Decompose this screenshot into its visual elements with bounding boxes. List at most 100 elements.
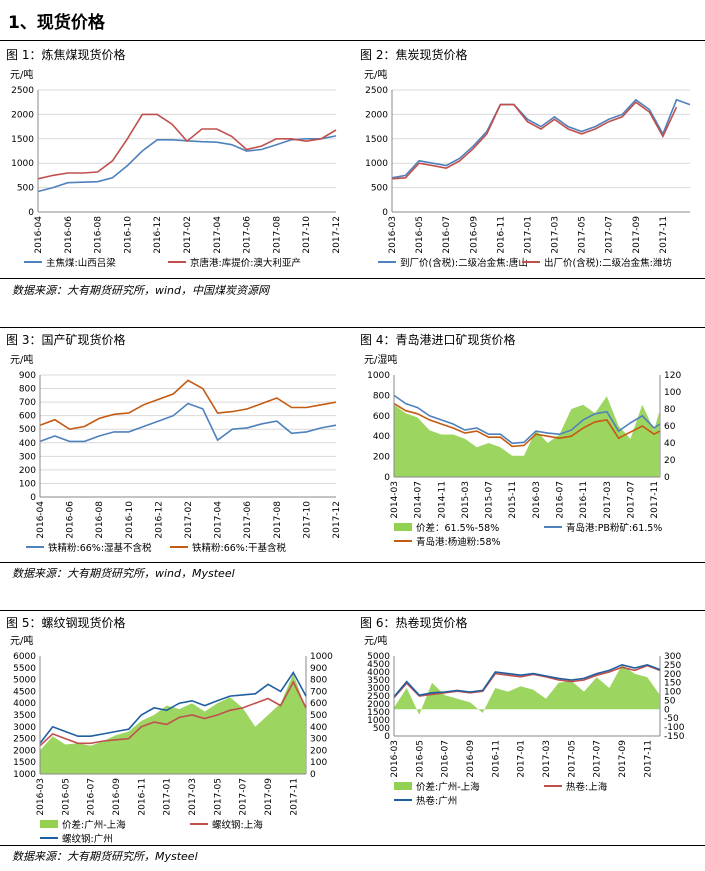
- x-tick-label: 2015-07: [485, 481, 495, 519]
- y-tick-label: 5000: [13, 676, 36, 686]
- series-line: [39, 670, 307, 744]
- x-tick-label: 2016-03: [532, 481, 542, 519]
- series-area: [394, 664, 660, 715]
- y2-tick-label: 700: [310, 687, 327, 697]
- y-tick-label: 2500: [13, 735, 36, 745]
- x-tick-label: 2016-05: [61, 778, 71, 816]
- x-tick-label: 2016-05: [415, 740, 425, 778]
- x-tick-label: 2016-11: [496, 216, 506, 254]
- chart-imported-ore: 图 4：青岛港进口矿现货价格 元/湿吨 0 200 400 600 800 1000 0 20 4…: [360, 331, 700, 559]
- y-tick-label: 1000: [365, 159, 388, 169]
- x-tick-label: 2017-12: [332, 501, 342, 539]
- y2-tick-label: -50: [664, 714, 679, 724]
- x-tick-label: 2016-07: [556, 481, 566, 519]
- y-tick-label: 200: [373, 453, 390, 463]
- x-tick-label: 2017-07: [626, 481, 636, 519]
- y-tick-label: 4000: [13, 699, 36, 709]
- x-tick-label: 2015-11: [508, 481, 518, 519]
- x-tick-label: 2017-09: [618, 740, 628, 778]
- x-tick-label: 2017-03: [603, 481, 613, 519]
- chart-coking-coal: 图 1：炼焦煤现货价格 元/吨 0 500 1000 1500 2000 2500 2016-…: [6, 46, 346, 274]
- y-tick-label: 1500: [367, 708, 390, 718]
- y2-tick-label: 200: [664, 670, 681, 680]
- series-line: [39, 680, 307, 747]
- y-axis-unit: 元/湿吨: [364, 353, 397, 366]
- y2-tick-label: 60: [664, 422, 676, 432]
- legend-label: 主焦煤:山西吕梁: [46, 257, 116, 269]
- x-tick-label: 2017-06: [243, 216, 253, 254]
- y-axis-unit: 元/吨: [10, 634, 33, 647]
- y2-tick-label: 0: [664, 473, 670, 483]
- series-line: [393, 664, 661, 699]
- series-line: [39, 402, 337, 443]
- y-tick-label: 0: [30, 493, 36, 503]
- x-tick-label: 2017-11: [643, 740, 653, 778]
- y2-tick-label: 150: [664, 679, 681, 689]
- source-rule: [0, 845, 705, 846]
- y-tick-label: 6000: [13, 652, 36, 662]
- x-tick-label: 2017-02: [184, 501, 194, 539]
- y-tick-label: 2000: [365, 110, 388, 120]
- y-tick-label: 2500: [11, 86, 34, 96]
- data-source: 数据来源：大有期货研究所，wind，中国煤炭资源网: [12, 284, 270, 297]
- y-tick-label: 3000: [13, 723, 36, 733]
- legend-label: 铁精粉:66%:干基含税: [192, 542, 287, 554]
- y-axis-unit: 元/吨: [364, 634, 387, 647]
- panel-rule: [0, 327, 705, 328]
- x-tick-label: 2016-09: [469, 216, 479, 254]
- legend-swatch: [394, 523, 412, 531]
- x-tick-label: 2017-08: [273, 501, 283, 539]
- series-line: [393, 402, 661, 448]
- y-tick-label: 2000: [11, 110, 34, 120]
- x-tick-label: 2017-01: [524, 216, 534, 254]
- series-line: [393, 663, 661, 698]
- y-tick-label: 200: [19, 466, 36, 476]
- chart-title: 图 4：青岛港进口矿现货价格: [360, 333, 516, 347]
- y2-tick-label: 100: [664, 388, 681, 398]
- panel-rule: [0, 610, 705, 611]
- chart-svg: 元/吨 0 500 1000 1500 2000 2500 2016-04 2016-06 201…: [10, 68, 342, 269]
- y-tick-label: 3500: [13, 711, 36, 721]
- legend-label: 京唐港:库提价:澳大利亚产: [190, 257, 301, 269]
- x-tick-label: 2017-04: [214, 501, 224, 539]
- chart-title: 图 1：炼焦煤现货价格: [6, 48, 126, 62]
- series-area: [40, 673, 306, 774]
- y-tick-label: 5500: [13, 664, 36, 674]
- y-tick-label: 800: [19, 385, 36, 395]
- data-source: 数据来源：大有期货研究所，wind，Mysteel: [12, 567, 235, 580]
- y-tick-label: 4000: [367, 668, 390, 678]
- y2-tick-label: 80: [664, 405, 676, 415]
- y-tick-label: 4500: [367, 660, 390, 670]
- series-line: [391, 98, 691, 179]
- y-tick-label: 0: [28, 208, 34, 218]
- x-tick-label: 2017-11: [659, 216, 669, 254]
- y-tick-label: 4500: [13, 687, 36, 697]
- chart-title: 图 2：焦炭现货价格: [360, 48, 468, 62]
- series-line: [393, 394, 661, 445]
- x-tick-label: 2016-06: [66, 501, 76, 539]
- y-tick-label: 2000: [13, 746, 36, 756]
- x-tick-label: 2016-03: [36, 778, 46, 816]
- y-tick-label: 500: [373, 724, 390, 734]
- x-tick-label: 2016-09: [112, 778, 122, 816]
- legend-label: 到厂价(含税):二级冶金焦:唐山: [400, 257, 528, 269]
- y-tick-label: 1500: [365, 135, 388, 145]
- x-tick-label: 2017-03: [542, 740, 552, 778]
- x-tick-label: 2015-03: [461, 481, 471, 519]
- series-area: [394, 396, 660, 477]
- y-tick-label: 3000: [367, 684, 390, 694]
- x-tick-label: 2017-05: [213, 778, 223, 816]
- y-tick-label: 600: [19, 412, 36, 422]
- legend-label: 价差：61.5%-58%: [416, 522, 499, 534]
- x-tick-label: 2016-04: [36, 501, 46, 539]
- x-tick-label: 2016-10: [123, 216, 133, 254]
- y-tick-label: 1500: [13, 758, 36, 768]
- y-tick-label: 2500: [367, 692, 390, 702]
- x-tick-label: 2016-07: [442, 216, 452, 254]
- y-axis-unit: 元/吨: [10, 353, 33, 366]
- y-tick-label: 0: [382, 208, 388, 218]
- chart-title: 图 3：国产矿现货价格: [6, 333, 126, 347]
- chart-rebar: 图 5：螺纹钢现货价格 元/吨 1000 1500 2000 2500 3000 3500 4…: [6, 614, 346, 845]
- x-tick-label: 2016-09: [466, 740, 476, 778]
- x-tick-label: 2017-09: [264, 778, 274, 816]
